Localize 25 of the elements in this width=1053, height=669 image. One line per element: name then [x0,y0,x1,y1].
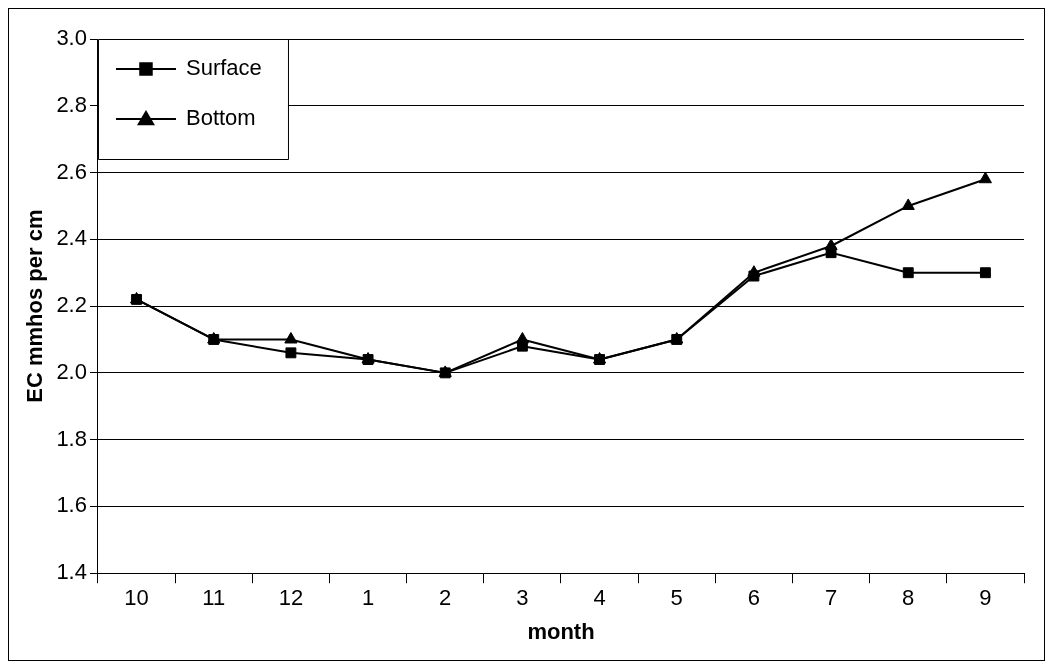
x-tick-label: 6 [747,585,761,611]
x-tick-label: 5 [670,585,683,611]
y-axis-title: EC mmhos per cm [22,209,48,403]
y-tick-label: 1.8 [56,425,87,451]
x-tick-label: 12 [278,585,304,611]
y-tick-label: 2.0 [56,358,87,384]
y-tick-label: 3.0 [56,25,87,51]
x-tick-label: 4 [593,585,606,611]
legend-label: Bottom [185,105,256,131]
y-tick-label: 2.6 [56,158,87,184]
y-tick-label: 2.4 [56,225,87,251]
x-axis-title: month [527,618,595,644]
y-tick-label: 1.4 [56,559,87,585]
x-tick-label: 10 [124,585,149,611]
x-tick-label: 3 [516,585,529,611]
y-tick-label: 2.8 [56,91,87,117]
x-tick-label: 7 [824,585,838,611]
x-tick-label: 11 [202,585,226,611]
x-tick-label: 1 [361,585,375,611]
x-tick-label: 2 [439,585,452,611]
x-tick-label: 9 [979,585,992,611]
legend-label: Surface [185,55,262,81]
y-tick-label: 1.6 [56,492,87,518]
y-tick-label: 2.2 [56,292,87,318]
x-tick-label: 8 [902,585,915,611]
